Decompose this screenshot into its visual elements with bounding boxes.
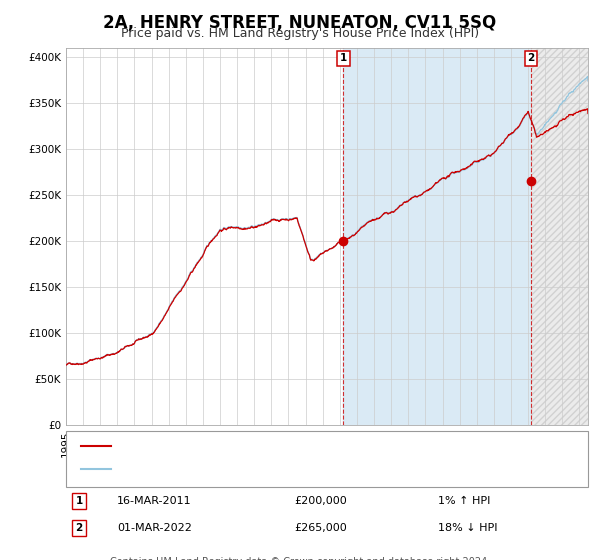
Bar [531, 48, 588, 425]
Bar [343, 48, 531, 425]
Text: 2A, HENRY STREET, NUNEATON, CV11 5SQ: 2A, HENRY STREET, NUNEATON, CV11 5SQ [103, 14, 497, 32]
Text: 16-MAR-2011: 16-MAR-2011 [117, 496, 191, 506]
Text: 1% ↑ HPI: 1% ↑ HPI [438, 496, 490, 506]
Text: Contains HM Land Registry data © Crown copyright and database right 2024.: Contains HM Land Registry data © Crown c… [110, 557, 490, 560]
Text: £200,000: £200,000 [294, 496, 347, 506]
Text: HPI: Average price, detached house, Nuneaton and Bedworth: HPI: Average price, detached house, Nune… [118, 464, 461, 474]
Text: 1: 1 [76, 496, 83, 506]
Text: 18% ↓ HPI: 18% ↓ HPI [438, 522, 497, 533]
Text: Price paid vs. HM Land Registry's House Price Index (HPI): Price paid vs. HM Land Registry's House … [121, 27, 479, 40]
Text: £265,000: £265,000 [294, 522, 347, 533]
Text: 2A, HENRY STREET, NUNEATON, CV11 5SQ (detached house): 2A, HENRY STREET, NUNEATON, CV11 5SQ (de… [118, 441, 457, 451]
Text: 1: 1 [340, 53, 347, 63]
Bar [531, 48, 588, 425]
Text: 2: 2 [527, 53, 535, 63]
Text: 01-MAR-2022: 01-MAR-2022 [117, 522, 192, 533]
Text: 2: 2 [76, 522, 83, 533]
